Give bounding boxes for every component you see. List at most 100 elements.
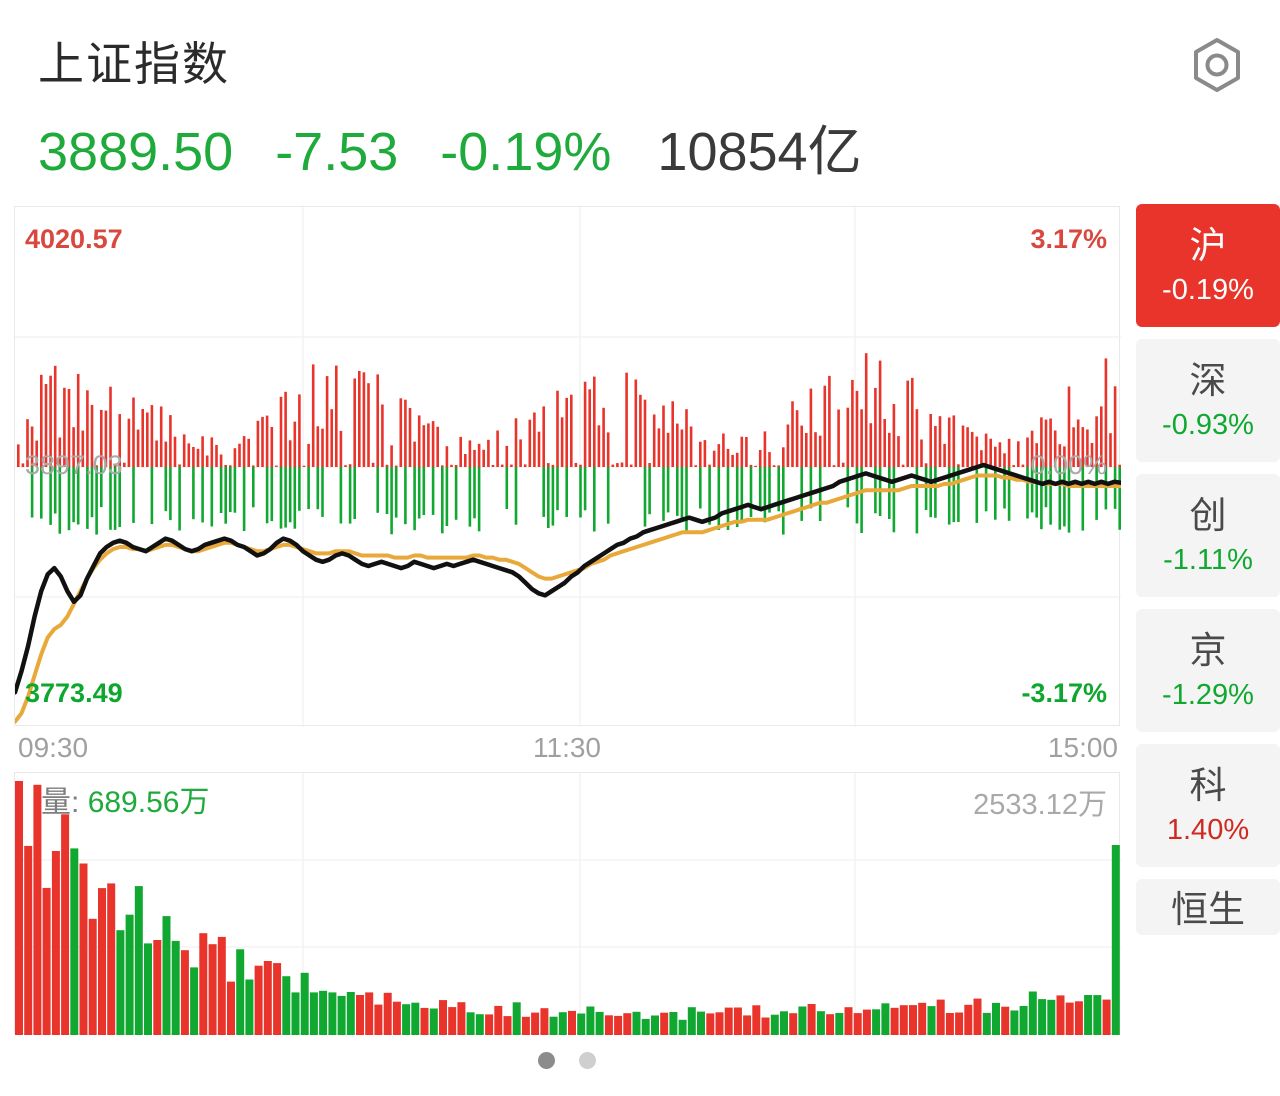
volume-bar xyxy=(872,1009,881,1035)
inflow-bar-down xyxy=(1095,467,1098,520)
inflow-bar-up xyxy=(625,372,628,467)
inflow-bar-down xyxy=(542,467,545,517)
pagination-dot-2[interactable] xyxy=(579,1052,596,1069)
header: 上证指数 3889.50 -7.53 -0.19% 10854亿 xyxy=(0,0,1280,200)
inflow-bar-down xyxy=(685,467,688,532)
inflow-bar-down xyxy=(556,467,559,511)
volume-bar xyxy=(1056,995,1065,1035)
inflow-bar-down xyxy=(242,467,246,531)
volume-bar xyxy=(936,999,945,1035)
inflow-bar-up xyxy=(123,462,126,467)
inflow-bar-down xyxy=(477,467,481,532)
inflow-bar-down xyxy=(390,467,393,535)
volume-bar xyxy=(134,886,143,1035)
volume-readout: 量: 689.56万 xyxy=(41,785,209,821)
inflow-bar-down xyxy=(648,467,651,515)
volume-bar xyxy=(24,845,33,1035)
inflow-bar-down xyxy=(565,467,568,517)
sidebar-item-percent: -0.19% xyxy=(1162,273,1254,306)
sidebar-item-2[interactable]: 创 -1.11% xyxy=(1136,474,1280,597)
inflow-bar-down xyxy=(210,467,214,527)
inflow-bar-up xyxy=(210,437,214,467)
volume-bar xyxy=(466,1012,475,1035)
inflow-bar-up xyxy=(473,449,476,467)
volume-bar xyxy=(439,1000,447,1035)
inflow-bar-down xyxy=(676,467,679,516)
inflow-bar-down xyxy=(445,467,449,526)
sidebar-item-0[interactable]: 沪 -0.19% xyxy=(1136,204,1280,327)
inflow-bar-up xyxy=(915,409,919,467)
inflow-bar-up xyxy=(994,446,997,467)
volume-bar xyxy=(521,1016,530,1035)
inflow-bar-down xyxy=(860,467,863,533)
volume-max-label: 2533.12万 xyxy=(973,789,1107,821)
sidebar-item-name: 科 xyxy=(1189,764,1227,806)
inflow-bar-up xyxy=(1063,446,1066,467)
pagination-dots[interactable] xyxy=(0,1052,1134,1069)
inflow-bar-down xyxy=(514,467,518,525)
sidebar-item-percent: -0.93% xyxy=(1162,408,1254,441)
sidebar-item-5[interactable]: 恒生 xyxy=(1136,879,1280,935)
volume-bar xyxy=(632,1011,641,1035)
volume-bar xyxy=(190,967,199,1035)
inflow-bar-up xyxy=(823,385,827,467)
inflow-bar-up xyxy=(639,394,642,467)
sidebar-item-1[interactable]: 深 -0.93% xyxy=(1136,339,1280,462)
volume-bar xyxy=(1102,999,1111,1035)
inflow-bar-up xyxy=(450,464,453,467)
page-title: 上证指数 xyxy=(38,38,230,90)
inflow-bar-up xyxy=(441,465,444,467)
volume-bar xyxy=(475,1014,484,1035)
inflow-bar-up xyxy=(662,405,665,467)
sidebar-item-3[interactable]: 京 -1.29% xyxy=(1136,609,1280,732)
inflow-bar-down xyxy=(132,467,135,523)
inflow-bar-up xyxy=(367,383,370,467)
inflow-bar-up xyxy=(53,365,57,467)
inflow-bar-up xyxy=(924,463,928,467)
price-chart[interactable]: 4020.57 3.17% 3897.03 0.00% 3773.49 -3.1… xyxy=(14,206,1121,727)
inflow-bar-up xyxy=(454,465,458,467)
inflow-bar-up xyxy=(201,436,204,467)
inflow-bar-up xyxy=(146,412,149,467)
inflow-bar-down xyxy=(855,467,859,524)
volume-chart[interactable]: 量: 689.56万 2533.12万 xyxy=(14,772,1121,1035)
pagination-dot-1[interactable] xyxy=(538,1052,555,1069)
inflow-bar-up xyxy=(150,405,154,467)
inflow-bar-down xyxy=(353,467,356,519)
inflow-bar-up xyxy=(256,420,260,467)
volume-bar xyxy=(899,1005,908,1035)
inflow-bar-down xyxy=(150,467,154,525)
inflow-bar-up xyxy=(961,425,965,467)
inflow-bar-up xyxy=(952,415,956,467)
price-chart-svg xyxy=(15,207,1121,727)
volume-bar xyxy=(236,949,245,1035)
inflow-bar-up xyxy=(1072,427,1075,467)
volume-bar xyxy=(180,950,189,1035)
volume-bar xyxy=(144,943,152,1035)
inflow-bar-down xyxy=(265,467,269,524)
inflow-bar-down xyxy=(726,467,730,530)
volume-bar xyxy=(982,1012,991,1035)
volume-bar xyxy=(1047,999,1056,1035)
inflow-bar-up xyxy=(26,419,29,467)
volume-bar xyxy=(770,1014,779,1035)
inflow-bar-down xyxy=(100,467,103,508)
inflow-bar-up xyxy=(136,429,140,467)
sidebar-item-4[interactable]: 科 1.40% xyxy=(1136,744,1280,867)
volume-bar xyxy=(116,930,125,1035)
inflow-bar-down xyxy=(404,467,407,525)
volume-bar xyxy=(208,944,217,1035)
hex-gear-icon[interactable] xyxy=(1186,34,1248,96)
inflow-bar-up xyxy=(749,464,753,467)
volume-bar xyxy=(577,1013,586,1035)
inflow-bar-up xyxy=(17,444,20,467)
inflow-bar-up xyxy=(1081,427,1085,467)
inflow-bar-up xyxy=(500,464,504,467)
inflow-bar-down xyxy=(929,467,932,518)
volume-bar xyxy=(1093,995,1102,1035)
inflow-bar-up xyxy=(841,462,845,467)
inflow-bar-up xyxy=(717,444,721,467)
inflow-bar-up xyxy=(805,433,808,467)
inflow-bar-down xyxy=(888,467,891,519)
inflow-bar-up xyxy=(768,452,771,467)
